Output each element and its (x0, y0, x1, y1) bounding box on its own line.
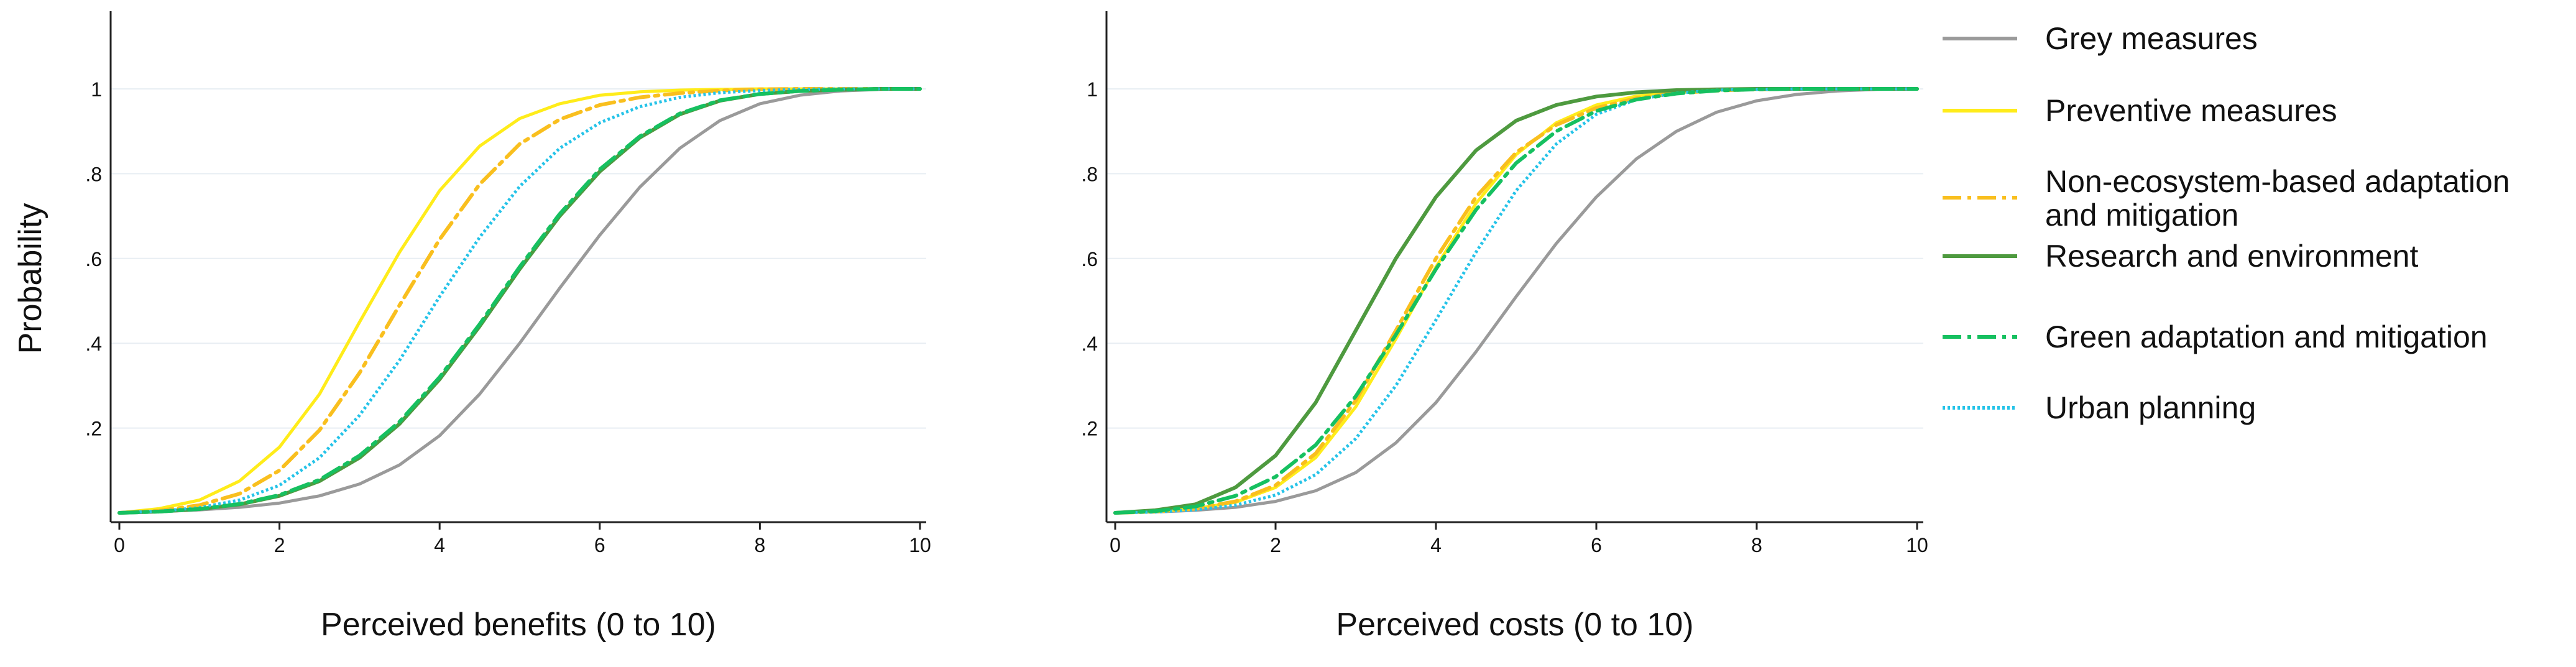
x-tick-label-left-2: 4 (434, 534, 445, 556)
legend: Grey measures Preventive measures Non-ecos… (1943, 21, 2510, 425)
series-line-left-0 (117, 87, 922, 515)
series-line-right-2 (1113, 87, 1919, 515)
legend-label-3: Research and environment (2045, 239, 2418, 274)
y-tick-label-left-4: 1 (91, 78, 102, 101)
series-line-right-3 (1113, 87, 1919, 515)
y-tick-label-left-0: .2 (85, 418, 102, 440)
series-line-left-5 (119, 87, 920, 515)
y-tick-label-right-3: .8 (1081, 163, 1098, 185)
series-line-left-1 (117, 87, 922, 515)
x-tick-label-left-1: 2 (274, 534, 285, 556)
series-line-right-1 (1113, 87, 1919, 515)
x-tick-label-right-0: 0 (1110, 534, 1121, 556)
y-axis-title-left: Probability (12, 203, 48, 354)
x-tick-label-right-1: 2 (1270, 534, 1281, 556)
series-line-right-4 (1113, 87, 1919, 515)
x-tick-label-right-5: 10 (1906, 534, 1928, 556)
legend-label-1: Preventive measures (2045, 93, 2337, 128)
series-line-left-2 (117, 87, 922, 515)
y-tick-label-right-4: 1 (1087, 78, 1098, 101)
x-tick-label-left-5: 10 (909, 534, 931, 556)
y-tick-label-right-1: .4 (1081, 333, 1098, 355)
x-tick-label-right-2: 4 (1430, 534, 1442, 556)
x-axis-title-right: Perceived costs (0 to 10) (1336, 607, 1693, 643)
x-tick-label-left-4: 8 (755, 534, 766, 556)
x-tick-label-right-4: 8 (1751, 534, 1762, 556)
series-line-left-3 (117, 87, 922, 515)
legend-label-5: Urban planning (2045, 390, 2256, 425)
x-tick-label-left-3: 6 (594, 534, 605, 556)
legend-label-2-line-0: Non-ecosystem-based adaptation (2045, 164, 2510, 199)
y-tick-label-right-2: .6 (1081, 248, 1098, 270)
series-line-left-4 (117, 87, 922, 515)
y-tick-label-left-1: .4 (85, 333, 102, 355)
x-tick-label-right-3: 6 (1591, 534, 1602, 556)
legend-label-4: Green adaptation and mitigation (2045, 320, 2488, 354)
legend-label-0: Grey measures (2045, 21, 2258, 56)
y-tick-label-left-3: .8 (85, 163, 102, 185)
y-tick-label-left-2: .6 (85, 248, 102, 270)
legend-label-2-line-1: and mitigation (2045, 198, 2238, 232)
x-tick-label-left-0: 0 (114, 534, 125, 556)
y-tick-label-right-0: .2 (1081, 418, 1098, 440)
series-line-right-5 (1115, 87, 1917, 515)
x-axis-title-left: Perceived benefits (0 to 10) (321, 607, 716, 643)
series-line-right-0 (1113, 87, 1919, 515)
